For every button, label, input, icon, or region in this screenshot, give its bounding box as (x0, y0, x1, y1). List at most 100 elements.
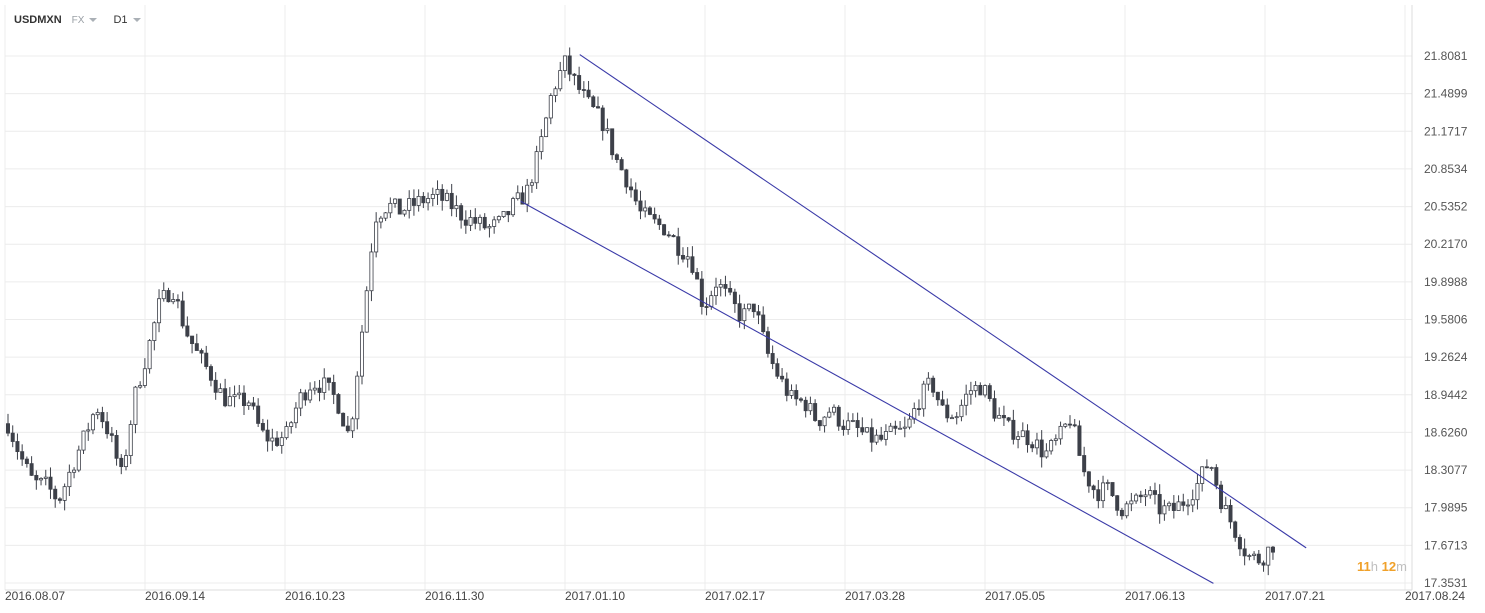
candle-body-up (138, 385, 143, 388)
timeframe-dropdown-chevron-icon[interactable] (132, 18, 141, 22)
candle (931, 375, 936, 398)
candle-body-up (393, 198, 398, 204)
candle (841, 419, 846, 436)
candle-body-down (704, 306, 709, 308)
candle-body-down (751, 303, 756, 313)
candle (326, 377, 331, 391)
candle (270, 428, 275, 451)
candle (888, 422, 893, 432)
candle-body-up (515, 192, 520, 200)
candle (902, 416, 907, 438)
bar-countdown: 11h 12m (1357, 559, 1407, 574)
candle-body-up (1266, 546, 1271, 566)
candle-body-down (24, 458, 29, 465)
upper-channel-trendline[interactable] (579, 54, 1307, 549)
candle-body-down (1152, 490, 1157, 495)
candle-body-up (1063, 423, 1068, 427)
candle-body-down (761, 314, 766, 333)
candle-body-up (544, 117, 549, 138)
candle-body-up (171, 299, 176, 303)
candle (676, 227, 681, 265)
candle-body-up (898, 427, 903, 430)
candle-body-down (397, 198, 402, 215)
candle-body-down (798, 398, 803, 401)
candle (76, 445, 81, 473)
candle (756, 304, 761, 325)
candle-body-up (685, 256, 690, 260)
candle (359, 324, 364, 385)
candle (227, 387, 232, 407)
candle (879, 426, 884, 442)
candle-body-down (893, 425, 898, 429)
candle-body-up (501, 211, 506, 217)
candle-body-down (1039, 439, 1044, 458)
candle (426, 192, 431, 211)
candle-body-up (954, 416, 959, 419)
candle (1072, 418, 1077, 428)
candle-body-down (680, 254, 685, 260)
candle (983, 384, 988, 398)
candle (402, 209, 407, 217)
candle (1223, 496, 1228, 510)
candle (204, 345, 209, 370)
candle (114, 430, 119, 466)
candle-body-down (1233, 521, 1238, 538)
candle-body-down (185, 325, 190, 337)
candle-body-up (152, 322, 157, 341)
candle (978, 382, 983, 396)
candle (15, 433, 20, 460)
candle (260, 418, 265, 433)
candle (289, 420, 294, 434)
candle-body-down (572, 73, 577, 76)
x-tick-label: 2016.11.30 (425, 589, 484, 603)
candle-body-up (227, 396, 232, 407)
candle (29, 456, 34, 476)
candle-body-up (364, 290, 369, 333)
countdown-minutes-unit: m (1396, 559, 1407, 574)
candle (898, 421, 903, 430)
candle (534, 145, 539, 189)
candle (921, 380, 926, 417)
candle-body-down (770, 353, 775, 365)
candle (341, 412, 346, 427)
candle (241, 385, 246, 415)
candle-body-up (1209, 467, 1214, 469)
timeframe-label[interactable]: D1 (113, 14, 128, 26)
candle (1134, 493, 1139, 504)
candle (685, 247, 690, 268)
candle-body-down (1110, 482, 1115, 497)
candle-body-up (161, 290, 166, 300)
candle-body-up (973, 385, 978, 392)
y-tick-label: 18.6260 (1424, 425, 1468, 439)
candle (1025, 424, 1030, 453)
candle (850, 413, 855, 423)
candle (275, 431, 280, 447)
candle (987, 383, 992, 402)
candle (1162, 499, 1167, 521)
candle-body-down (728, 287, 733, 293)
candle-body-up (1101, 482, 1106, 502)
candle-body-up (279, 437, 284, 446)
market-dropdown-chevron-icon[interactable] (89, 18, 98, 22)
candle-body-up (1105, 482, 1110, 484)
candle (544, 116, 549, 138)
candle-body-down (671, 235, 676, 238)
candle-body-up (558, 70, 563, 90)
candle-body-down (987, 385, 992, 399)
candle-body-down (1242, 548, 1247, 557)
candle-body-up (218, 388, 223, 393)
candle-body-up (1167, 502, 1172, 507)
y-tick-label: 20.2170 (1424, 237, 1468, 251)
candle (591, 95, 596, 108)
candle-body-up (548, 95, 553, 119)
candle-body-down (879, 434, 884, 440)
candle-body-up (133, 386, 138, 425)
candle (1148, 486, 1153, 499)
trendlines[interactable] (520, 54, 1307, 584)
candle-body-down (860, 427, 865, 433)
lower-channel-trendline[interactable] (520, 200, 1214, 584)
candle (67, 464, 72, 497)
candle-body-down (331, 382, 336, 395)
candle (813, 399, 818, 422)
